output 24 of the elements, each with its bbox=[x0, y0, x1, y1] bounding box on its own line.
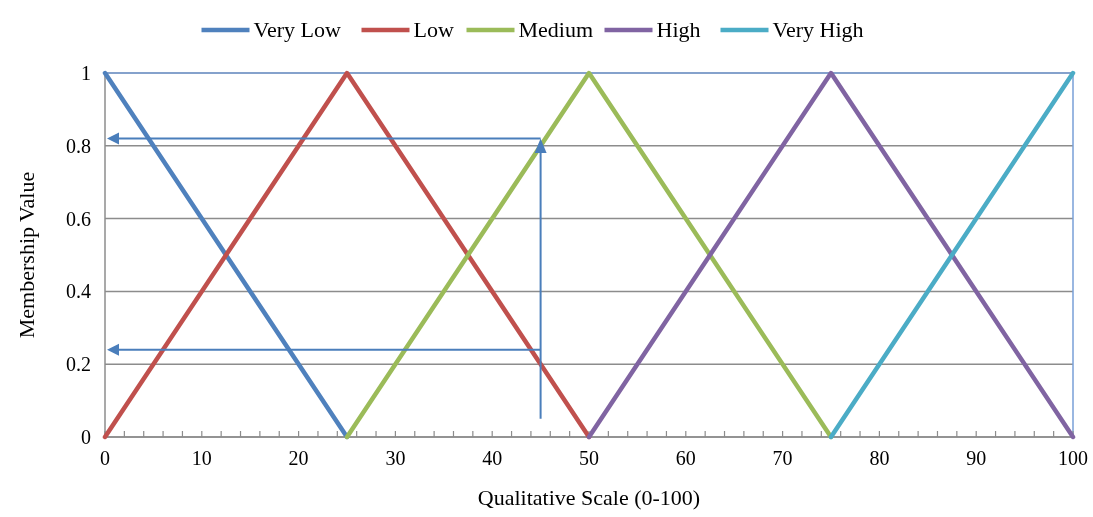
x-tick-label: 50 bbox=[579, 447, 599, 469]
y-tick-label: 0 bbox=[81, 426, 91, 448]
x-tick-label: 90 bbox=[966, 447, 987, 469]
x-tick-label: 100 bbox=[1058, 447, 1088, 469]
legend-label: Very Low bbox=[253, 17, 341, 42]
x-axis-title: Qualitative Scale (0-100) bbox=[477, 485, 701, 510]
y-tick-label: 0.4 bbox=[66, 280, 91, 303]
x-tick-label: 0 bbox=[100, 447, 110, 469]
x-tick-label: 10 bbox=[191, 447, 212, 469]
y-tick-label: 0.6 bbox=[66, 207, 91, 230]
y-tick-label: 0.8 bbox=[66, 134, 91, 157]
x-tick-label: 30 bbox=[385, 447, 406, 469]
legend-label: Low bbox=[413, 17, 454, 42]
y-tick-label: 1 bbox=[81, 62, 91, 84]
legend-label: Very High bbox=[772, 17, 864, 42]
legend-label: High bbox=[656, 17, 701, 42]
y-axis-title: Membership Value bbox=[14, 171, 39, 339]
x-tick-label: 60 bbox=[675, 447, 696, 469]
legend-label: Medium bbox=[518, 17, 594, 42]
x-tick-label: 20 bbox=[288, 447, 309, 469]
x-tick-label: 70 bbox=[772, 447, 793, 469]
y-tick-label: 0.2 bbox=[66, 353, 91, 376]
x-tick-label: 40 bbox=[482, 447, 503, 469]
x-tick-label: 80 bbox=[869, 447, 890, 469]
